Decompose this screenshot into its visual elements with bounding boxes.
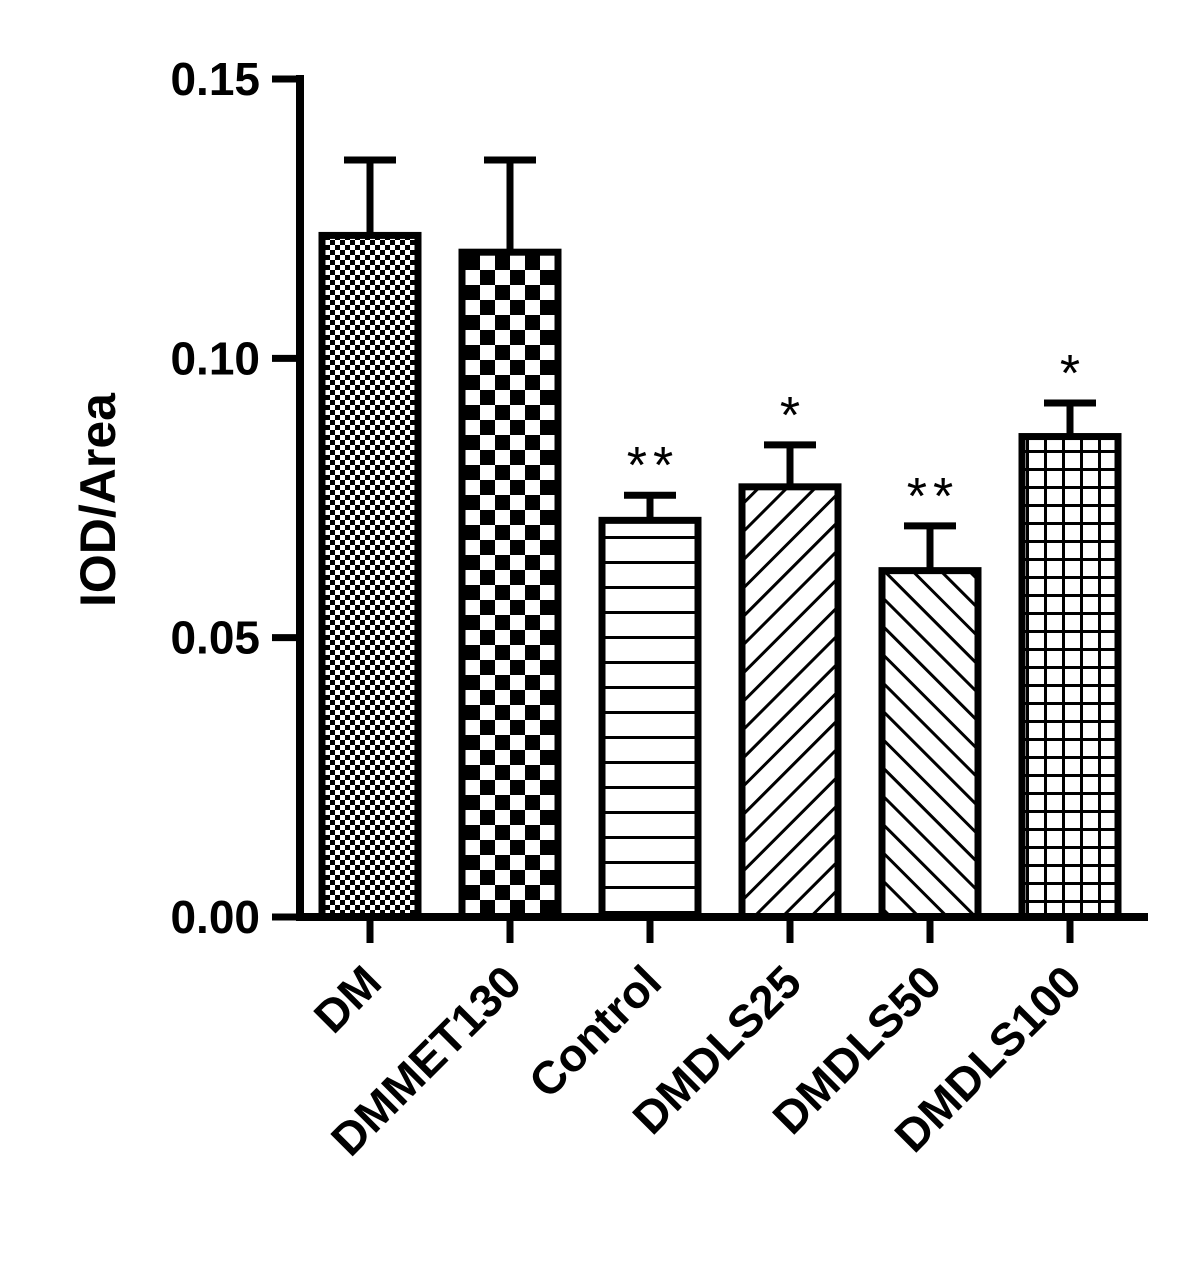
significance-label-dmdls100: * bbox=[1060, 345, 1086, 403]
axes-layer bbox=[296, 75, 1148, 921]
bar-dmdls100 bbox=[1018, 433, 1122, 921]
y-axis-title: IOD/Area bbox=[70, 392, 126, 607]
significance-label-dmdls25: * bbox=[780, 387, 806, 445]
bar-dm bbox=[318, 231, 422, 921]
y-tick-label: 0.15 bbox=[170, 53, 260, 105]
significance-label-dmdls50: ** bbox=[907, 468, 959, 526]
error-bars-layer bbox=[344, 156, 1096, 571]
x-tick-label-dm: DM bbox=[304, 955, 391, 1042]
significance-layer: ****** bbox=[627, 345, 1086, 526]
significance-label-control: ** bbox=[627, 437, 679, 495]
y-tick-label: 0.00 bbox=[170, 891, 260, 943]
bar-dmmet130 bbox=[458, 248, 562, 921]
bar-dmdls50 bbox=[878, 567, 982, 921]
bar-control bbox=[598, 516, 702, 921]
y-ticks-layer: 0.00 0.05 0.10 0.15 bbox=[170, 53, 300, 943]
y-tick-label: 0.05 bbox=[170, 612, 260, 664]
bar-dmdls25 bbox=[738, 483, 842, 921]
bars-layer bbox=[318, 231, 1122, 921]
y-tick-label: 0.10 bbox=[170, 332, 260, 384]
